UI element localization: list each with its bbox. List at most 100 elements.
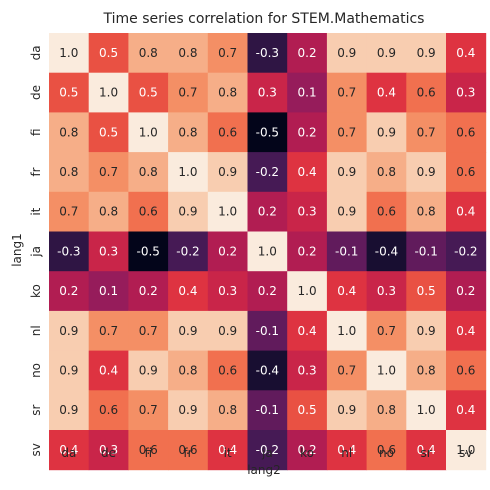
cell-value-label: -0.5	[256, 125, 279, 139]
heatmap-cell	[446, 112, 487, 153]
cell-value-label: 0.4	[298, 324, 317, 338]
cell-value-label: 0.8	[139, 165, 158, 179]
x-tick-label: ja	[261, 446, 273, 460]
heatmap-cell	[287, 72, 328, 113]
heatmap-cell	[366, 310, 407, 352]
cell-value-label: 0.2	[258, 205, 277, 219]
y-tick-label: it	[29, 207, 43, 215]
cell-value-label: 0.8	[178, 46, 197, 60]
heatmap-cell	[287, 350, 328, 391]
cell-value-label: 0.4	[99, 363, 118, 377]
cell-value-label: 0.8	[178, 363, 197, 377]
heatmap-cell	[366, 231, 407, 272]
cell-value-label: 0.4	[417, 443, 436, 457]
heatmap-cell	[128, 191, 169, 232]
cell-value-label: 1.0	[456, 443, 475, 457]
cell-value-label: 0.9	[178, 324, 197, 338]
heatmap-cell	[366, 72, 407, 113]
heatmap-cell	[287, 152, 328, 193]
cell-value-label: 1.0	[178, 165, 197, 179]
cell-value-label: 0.4	[456, 324, 475, 338]
heatmap-cell	[247, 231, 288, 272]
cell-value-label: 0.9	[417, 46, 436, 60]
heatmap-cell	[88, 72, 129, 113]
heatmap-cell	[326, 152, 368, 193]
cell-value-label: 0.2	[456, 284, 475, 298]
heatmap-cell	[168, 33, 209, 74]
cell-value-label: 0.4	[456, 46, 475, 60]
heatmap-cell	[207, 112, 248, 153]
cell-value-label: 0.6	[417, 86, 436, 100]
x-tick-label: sv	[459, 446, 472, 460]
y-tick-label: da	[29, 45, 43, 60]
cell-value-label: 0.3	[99, 244, 118, 258]
heatmap-cell	[287, 271, 328, 312]
x-tick-label: nl	[341, 446, 352, 460]
cell-value-label: 0.6	[456, 125, 475, 139]
cell-value-label: -0.3	[57, 244, 80, 258]
heatmap-cell	[247, 390, 288, 431]
y-tick-label: de	[29, 85, 43, 100]
cell-value-label: 0.6	[99, 403, 118, 417]
cell-value-label: -0.2	[256, 443, 279, 457]
heatmap-cell	[168, 271, 209, 312]
heatmap-cell	[168, 310, 209, 352]
heatmap-cell	[287, 231, 328, 272]
heatmap-cell	[287, 310, 328, 352]
cell-value-label: 0.4	[298, 165, 317, 179]
heatmap-cell	[128, 390, 169, 431]
cell-value-label: 0.4	[337, 284, 356, 298]
x-tick-label: fi	[144, 446, 152, 460]
cell-value-label: 0.8	[417, 363, 436, 377]
cell-value-label: 0.7	[218, 46, 237, 60]
heatmap-cell	[207, 191, 248, 232]
cell-value-label: -0.5	[137, 244, 160, 258]
heatmap-cell	[406, 310, 447, 352]
heatmap-cell	[406, 271, 447, 312]
heatmap-cell	[207, 350, 248, 391]
cell-value-label: 1.0	[298, 284, 317, 298]
heatmap-cell	[446, 231, 487, 272]
heatmap-cell	[446, 191, 487, 232]
heatmap-cell	[287, 430, 328, 471]
heatmap-cell	[406, 350, 447, 391]
heatmap-cell	[128, 112, 169, 153]
cell-value-label: 1.0	[258, 244, 277, 258]
y-tick-labels: da de fi fr it ja ko nl no sr sv	[29, 45, 43, 456]
cell-value-label: 0.6	[456, 363, 475, 377]
heatmap-cell	[88, 112, 129, 153]
x-tick-label: da	[61, 446, 76, 460]
cell-value-label: 0.5	[298, 403, 317, 417]
cell-value-label: 0.7	[178, 86, 197, 100]
cell-value-label: 0.7	[99, 165, 118, 179]
heatmap-cell	[366, 390, 407, 431]
heatmap-cell	[207, 271, 248, 312]
cell-value-label: 0.3	[298, 363, 317, 377]
cell-value-label: -0.1	[414, 244, 437, 258]
heatmap-cell	[446, 430, 487, 471]
cell-value-label: -0.2	[454, 244, 477, 258]
heatmap-cell	[406, 430, 447, 471]
heatmap-cell	[207, 310, 248, 352]
cell-value-label: -0.4	[375, 244, 398, 258]
heatmap-cell	[366, 112, 407, 153]
cell-value-label: 0.4	[377, 86, 396, 100]
x-tick-label: it	[224, 446, 232, 460]
heatmap-cell	[49, 191, 90, 232]
cell-value-label: 0.4	[178, 284, 197, 298]
cell-value-label: 0.9	[377, 46, 396, 60]
cell-value-label: 0.1	[298, 86, 317, 100]
cell-value-label: 0.6	[218, 125, 237, 139]
cell-value-label: 0.9	[337, 165, 356, 179]
heatmap-cell	[49, 152, 90, 193]
heatmap-cell	[168, 152, 209, 193]
heatmap-cell	[49, 310, 90, 352]
x-tick-label: no	[379, 446, 394, 460]
cell-value-label: 0.7	[417, 125, 436, 139]
x-tick-label: sr	[421, 446, 432, 460]
heatmap-cell	[49, 112, 90, 153]
x-tick-label: ko	[300, 446, 314, 460]
cell-value-label: 0.7	[337, 363, 356, 377]
heatmap-cell	[287, 112, 328, 153]
heatmap-cell	[247, 310, 288, 352]
